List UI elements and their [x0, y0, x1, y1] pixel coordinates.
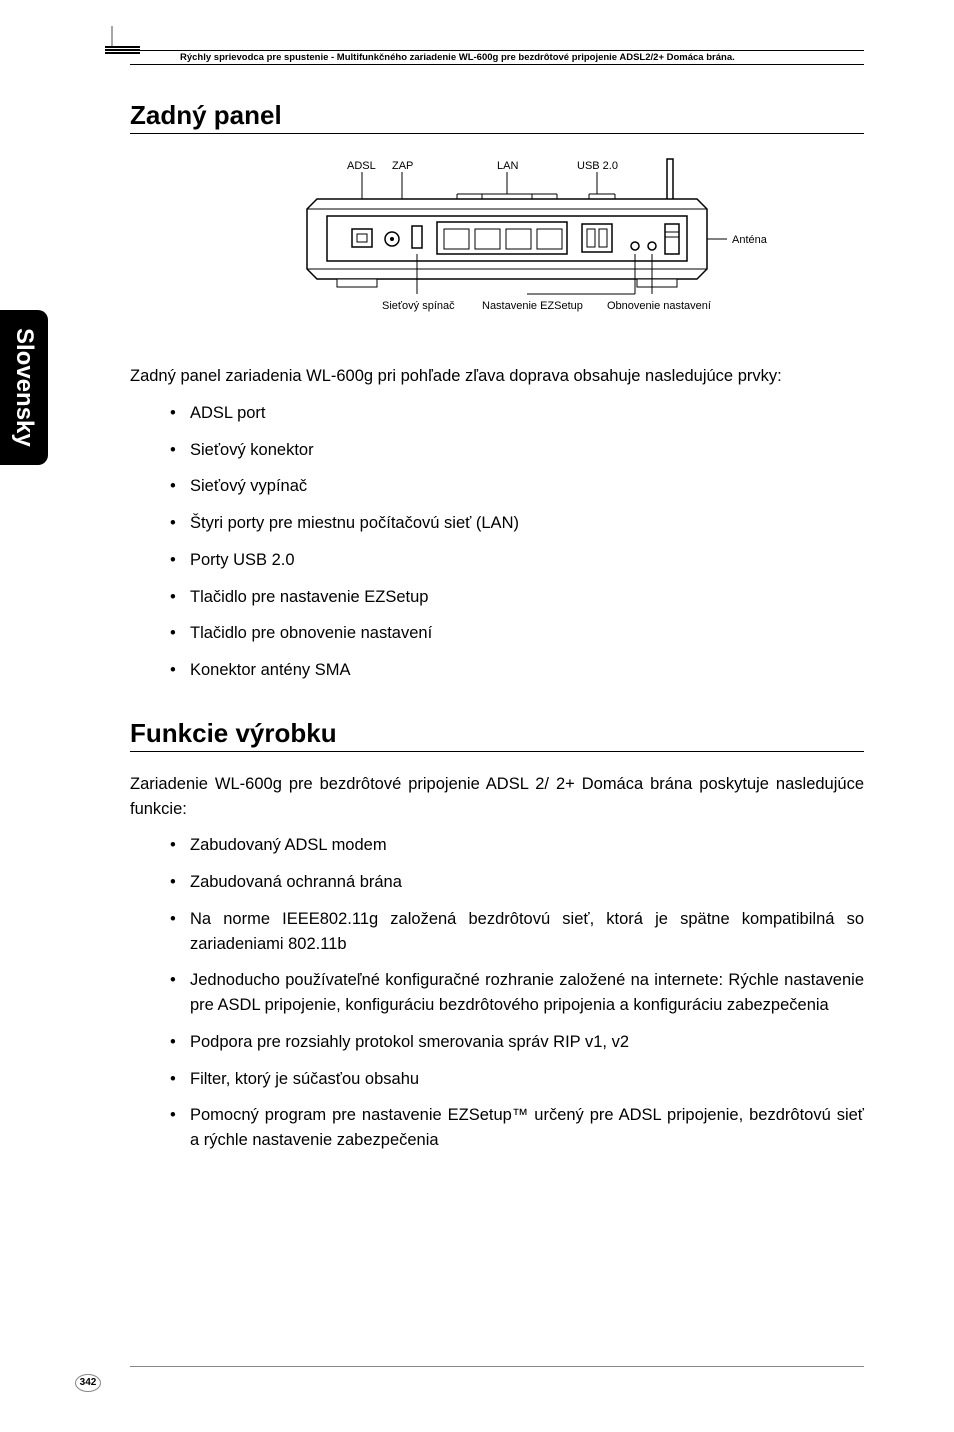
label-zap: ZAP: [392, 160, 413, 172]
rear-panel-diagram: ADSL ZAP LAN USB 2.0 Anténa: [130, 154, 864, 339]
label-adsl: ADSL: [347, 160, 376, 172]
list-item: Porty USB 2.0: [170, 548, 864, 573]
list-item: Sieťový konektor: [170, 438, 864, 463]
list-item: Tlačidlo pre obnovenie nastavení: [170, 621, 864, 646]
page-number: 342: [75, 1374, 101, 1392]
label-obnovenie: Obnovenie nastavení: [607, 300, 711, 312]
header-bar: Rýchly sprievodca pre spustenie - Multif…: [130, 50, 864, 65]
footer-line: [130, 1366, 864, 1367]
list-item: Jednoducho používateľné konfiguračné roz…: [170, 968, 864, 1018]
list-item: Filter, ktorý je súčasťou obsahu: [170, 1067, 864, 1092]
header-text: Rýchly sprievodca pre spustenie - Multif…: [130, 52, 864, 63]
sidebar-language-tab: Slovensky: [0, 310, 48, 465]
list-item: Podpora pre rozsiahly protokol smerovani…: [170, 1030, 864, 1055]
section2-intro: Zariadenie WL-600g pre bezdrôtové pripoj…: [130, 772, 864, 822]
list-item: Na norme IEEE802.11g založená bezdrôtovú…: [170, 907, 864, 957]
label-lan: LAN: [497, 160, 518, 172]
list-item: Štyri porty pre miestnu počítačovú sieť …: [170, 511, 864, 536]
section1-intro: Zadný panel zariadenia WL-600g pri pohľa…: [130, 364, 864, 389]
list-item: Konektor antény SMA: [170, 658, 864, 683]
label-nastavenie: Nastavenie EZSetup: [482, 300, 583, 312]
label-antena: Anténa: [732, 234, 768, 246]
list-item: Sieťový vypínač: [170, 474, 864, 499]
list-item: ADSL port: [170, 401, 864, 426]
section2-title: Funkcie výrobku: [130, 718, 864, 749]
title-underline: [130, 133, 864, 134]
router-header-icon: [100, 26, 150, 66]
list-item: Zabudovaný ADSL modem: [170, 833, 864, 858]
label-sietovy: Sieťový spínač: [382, 300, 455, 312]
list-item: Pomocný program pre nastavenie EZSetup™ …: [170, 1103, 864, 1153]
page-content: Rýchly sprievodca pre spustenie - Multif…: [0, 0, 954, 1215]
label-usb: USB 2.0: [577, 160, 618, 172]
list-item: Tlačidlo pre nastavenie EZSetup: [170, 585, 864, 610]
list-item: Zabudovaná ochranná brána: [170, 870, 864, 895]
title-underline: [130, 751, 864, 752]
section2-list: Zabudovaný ADSL modem Zabudovaná ochrann…: [130, 833, 864, 1153]
section1-title: Zadný panel: [130, 100, 864, 131]
section1-list: ADSL port Sieťový konektor Sieťový vypín…: [130, 401, 864, 683]
